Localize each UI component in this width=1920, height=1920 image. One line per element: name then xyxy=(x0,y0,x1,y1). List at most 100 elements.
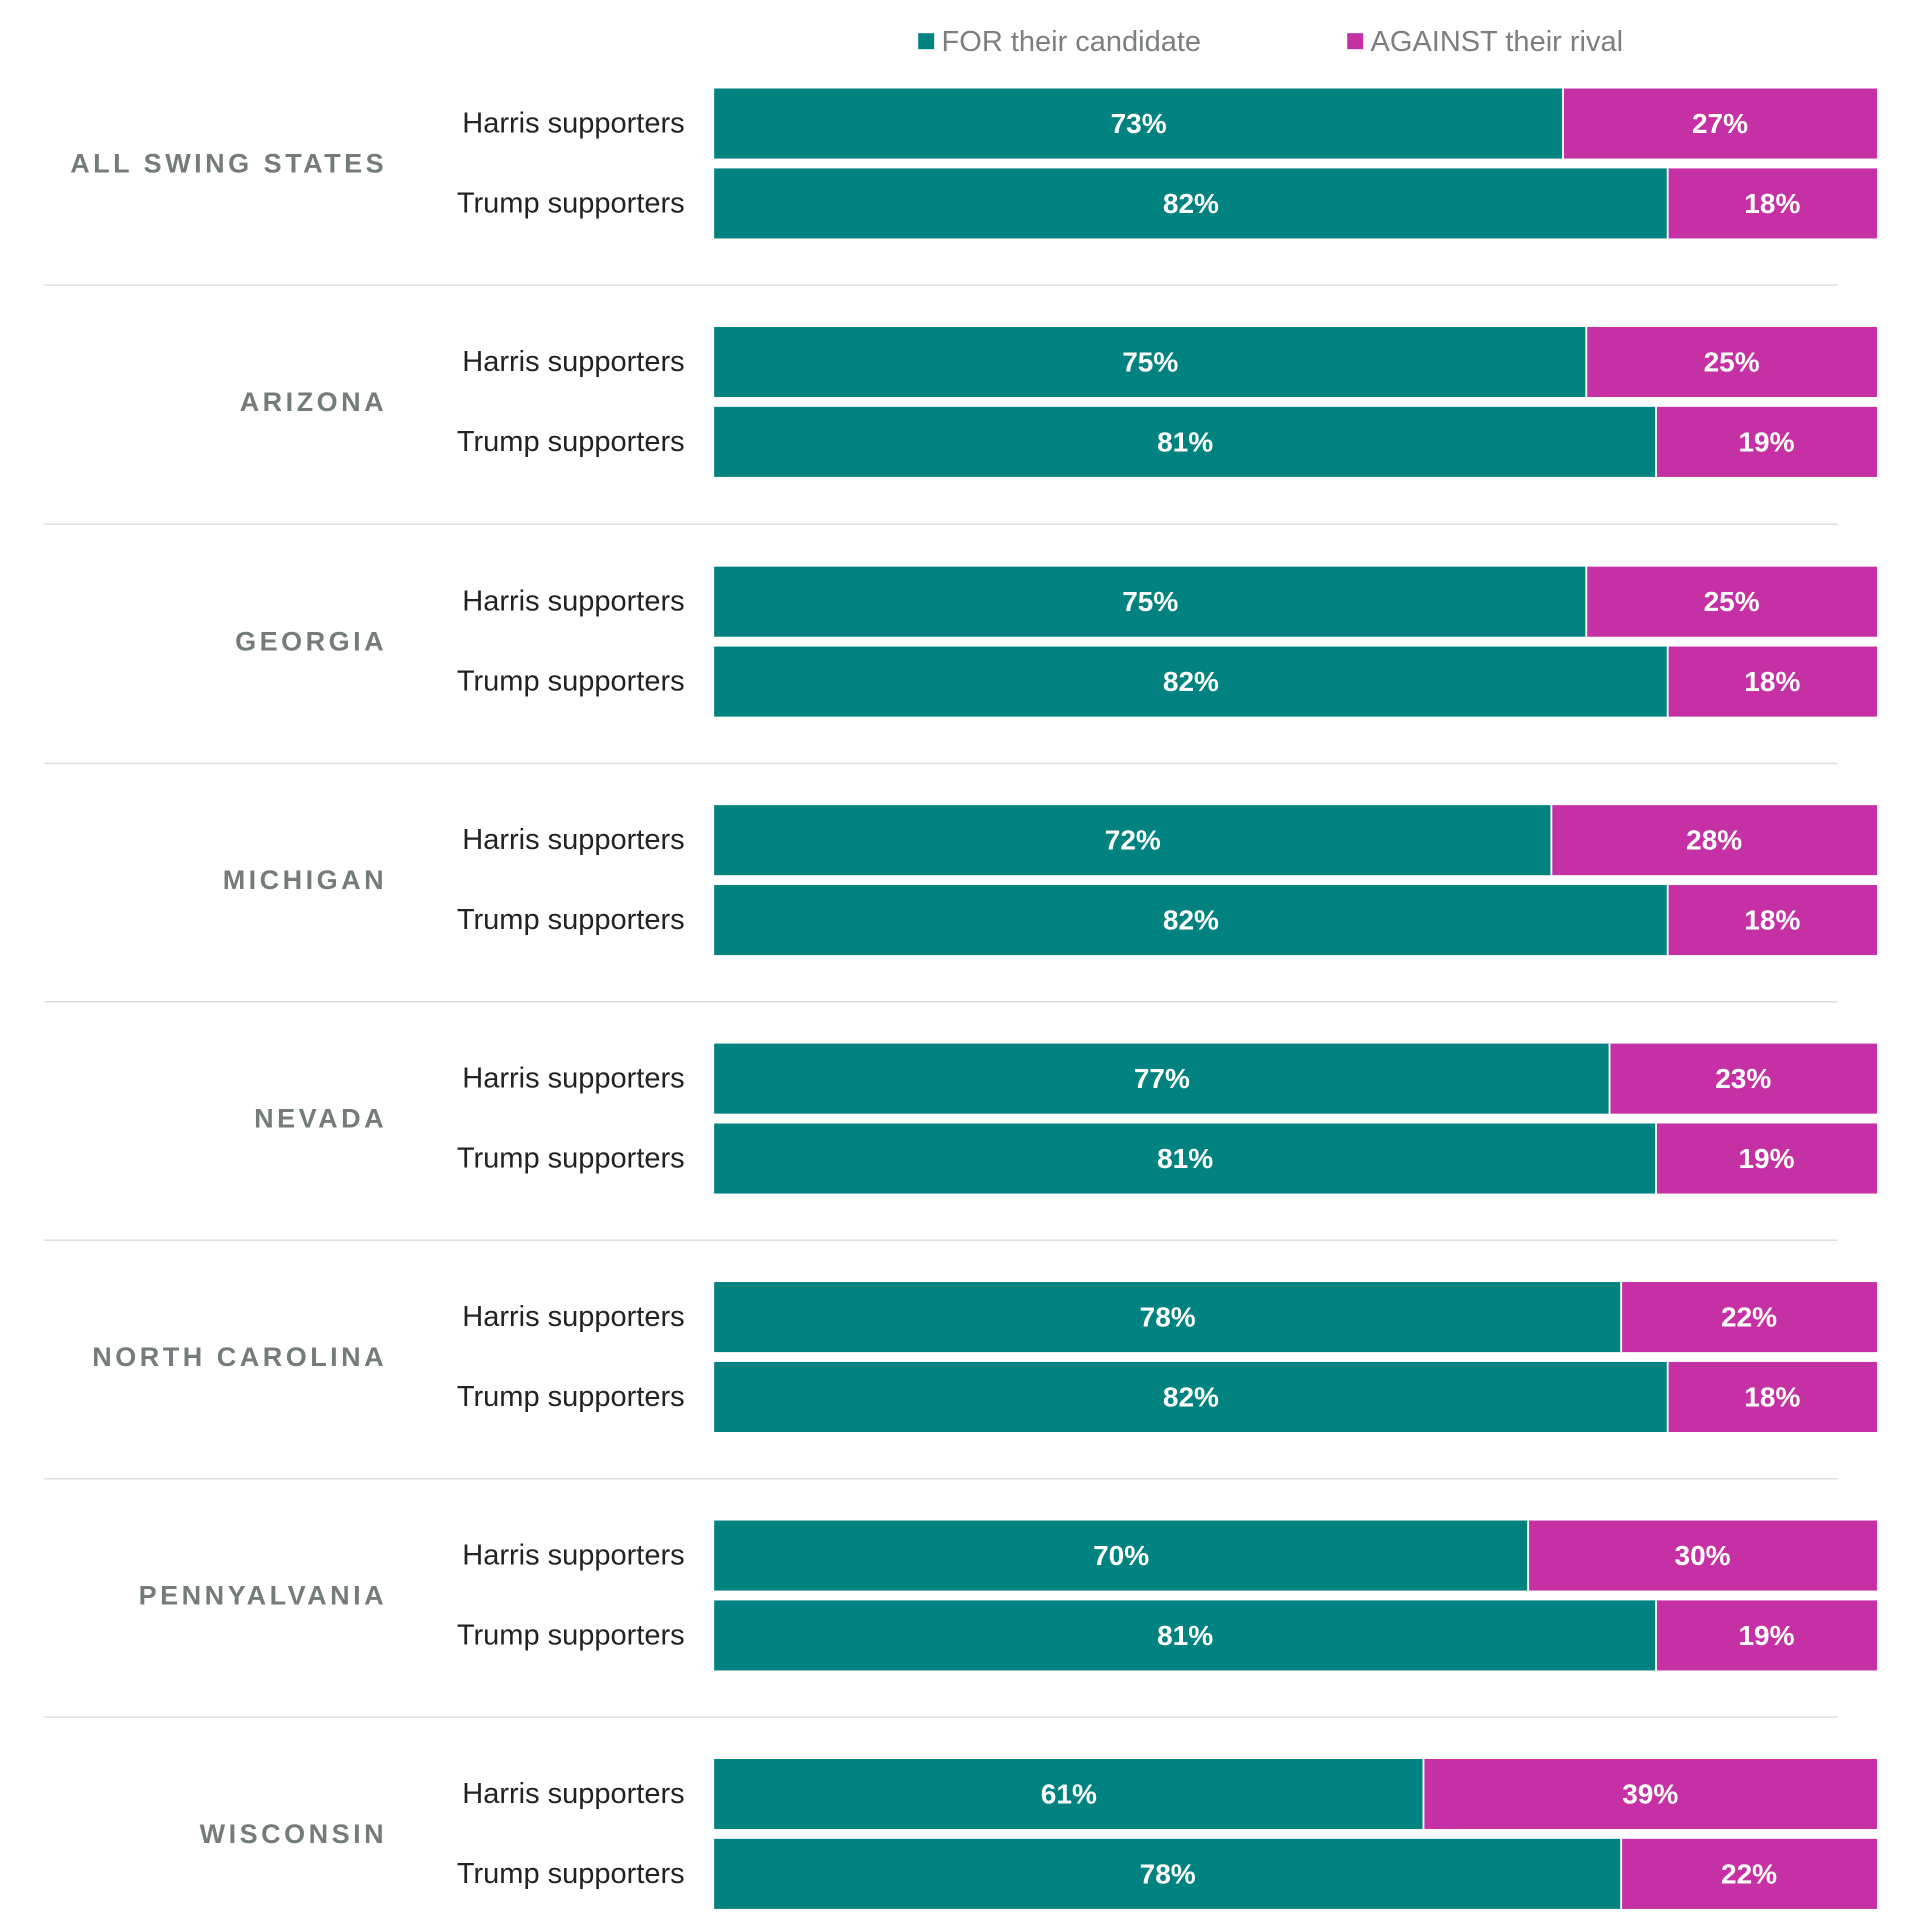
bar-segment-against xyxy=(1551,805,1877,876)
bar-row-trump-supporters: Trump supporters 82% 18% xyxy=(457,1361,1877,1433)
state-label: GEORGIA xyxy=(235,627,387,657)
data-label-against: 18% xyxy=(1744,1381,1800,1412)
bar-row-harris-supporters: Harris supporters 75% 25% xyxy=(462,566,1877,637)
bar-segment-for xyxy=(714,88,1564,159)
bar-segment-against xyxy=(1656,1600,1877,1671)
data-label-for: 82% xyxy=(1163,188,1219,219)
group-wisconsin: WISCONSIN Harris supporters 61% 39% Trump su… xyxy=(44,1716,1877,1909)
bar-row-trump-supporters: Trump supporters 81% 19% xyxy=(457,406,1877,477)
data-label-for: 82% xyxy=(1163,1381,1219,1412)
bar-row-harris-supporters: Harris supporters 72% 28% xyxy=(462,805,1877,876)
row-label: Harris supporters xyxy=(462,346,684,378)
bar-row-trump-supporters: Trump supporters 81% 19% xyxy=(457,1600,1877,1671)
data-label-against: 23% xyxy=(1715,1063,1771,1094)
bar-row-trump-supporters: Trump supporters 82% 18% xyxy=(457,646,1877,717)
group-all-swing-states: ALL SWING STATES Harris supporters 73% 27% T… xyxy=(70,88,1877,239)
bar-segment-against xyxy=(1609,1043,1877,1114)
bar-segment-against xyxy=(1667,885,1877,956)
bar-segment-for xyxy=(714,1838,1622,1909)
group-north-carolina: NORTH CAROLINA Harris supporters 78% 22% Tru… xyxy=(44,1239,1877,1433)
data-label-for: 81% xyxy=(1157,1620,1213,1651)
bar-segment-against xyxy=(1563,88,1877,159)
bar-row-harris-supporters: Harris supporters 75% 25% xyxy=(462,326,1877,398)
data-label-against: 30% xyxy=(1675,1540,1731,1571)
data-label-for: 75% xyxy=(1122,586,1178,617)
bar-segment-against xyxy=(1656,1123,1877,1194)
data-label-for: 78% xyxy=(1140,1858,1196,1889)
bar-segment-for xyxy=(714,1600,1657,1671)
group-nevada: NEVADA Harris supporters 77% 23% Trump suppo… xyxy=(44,1001,1877,1194)
row-label: Trump supporters xyxy=(457,1143,685,1175)
bar-segment-against xyxy=(1528,1520,1877,1591)
bar-segment-for xyxy=(714,1123,1657,1194)
row-label: Harris supporters xyxy=(462,108,684,140)
bar-segment-for xyxy=(714,406,1657,477)
bar-segment-for xyxy=(714,566,1587,637)
bar-segment-against xyxy=(1667,168,1877,239)
group-georgia: GEORGIA Harris supporters 75% 25% Trump supp… xyxy=(44,523,1877,717)
state-label: NEVADA xyxy=(254,1104,387,1134)
legend-label-for: FOR their candidate xyxy=(942,26,1202,58)
data-label-for: 75% xyxy=(1122,346,1178,377)
state-label: ARIZONA xyxy=(240,387,388,417)
row-label: Trump supporters xyxy=(457,426,685,458)
bar-segment-against xyxy=(1621,1282,1877,1353)
bar-segment-for xyxy=(714,1361,1668,1433)
data-label-against: 19% xyxy=(1738,1143,1794,1174)
data-label-against: 19% xyxy=(1738,426,1794,457)
group-pennyalvania: PENNYALVANIA Harris supporters 70% 30% Trump… xyxy=(44,1477,1877,1671)
data-label-for: 72% xyxy=(1105,825,1161,856)
data-label-for: 73% xyxy=(1111,108,1167,139)
data-label-for: 81% xyxy=(1157,1143,1213,1174)
row-label: Trump supporters xyxy=(457,187,685,219)
state-label: ALL SWING STATES xyxy=(70,148,387,178)
data-label-for: 82% xyxy=(1163,666,1219,697)
data-label-against: 22% xyxy=(1721,1302,1777,1333)
group-michigan: MICHIGAN Harris supporters 72% 28% Trump sup… xyxy=(44,762,1877,956)
row-label: Harris supporters xyxy=(462,1778,684,1810)
bar-row-trump-supporters: Trump supporters 78% 22% xyxy=(457,1838,1877,1909)
data-label-against: 18% xyxy=(1744,188,1800,219)
data-label-against: 27% xyxy=(1692,108,1748,139)
data-label-against: 19% xyxy=(1738,1620,1794,1651)
bar-row-trump-supporters: Trump supporters 82% 18% xyxy=(457,885,1877,956)
row-label: Trump supporters xyxy=(457,1619,685,1651)
row-label: Harris supporters xyxy=(462,1301,684,1333)
bar-segment-against xyxy=(1586,326,1877,398)
legend-swatch-for xyxy=(918,33,935,50)
data-label-for: 70% xyxy=(1093,1540,1149,1571)
state-label: NORTH CAROLINA xyxy=(92,1342,387,1372)
bar-segment-for xyxy=(714,1758,1424,1830)
row-label: Harris supporters xyxy=(462,1540,684,1572)
bar-segment-for xyxy=(714,885,1668,956)
data-label-against: 18% xyxy=(1744,666,1800,697)
bar-segment-for xyxy=(714,168,1668,239)
bar-segment-against xyxy=(1423,1758,1877,1830)
bar-segment-for xyxy=(714,805,1552,876)
data-label-against: 28% xyxy=(1686,825,1742,856)
bar-row-harris-supporters: Harris supporters 78% 22% xyxy=(462,1282,1877,1353)
bar-row-harris-supporters: Harris supporters 73% 27% xyxy=(462,88,1877,159)
data-label-against: 25% xyxy=(1704,346,1760,377)
bar-segment-against xyxy=(1667,1361,1877,1433)
row-label: Trump supporters xyxy=(457,1381,685,1413)
data-label-against: 39% xyxy=(1622,1779,1678,1810)
row-label: Harris supporters xyxy=(462,586,684,618)
row-label: Trump supporters xyxy=(457,1858,685,1890)
row-label: Trump supporters xyxy=(457,904,685,936)
data-label-for: 81% xyxy=(1157,426,1213,457)
bar-row-harris-supporters: Harris supporters 77% 23% xyxy=(462,1043,1877,1114)
data-label-for: 78% xyxy=(1140,1302,1196,1333)
row-label: Harris supporters xyxy=(462,824,684,856)
data-label-for: 77% xyxy=(1134,1063,1190,1094)
bar-segment-against xyxy=(1667,646,1877,717)
bar-segment-for xyxy=(714,1520,1529,1591)
bar-segment-against xyxy=(1586,566,1877,637)
group-arizona: ARIZONA Harris supporters 75% 25% Trump supp… xyxy=(44,284,1877,477)
bar-segment-for xyxy=(714,646,1668,717)
data-label-against: 18% xyxy=(1744,905,1800,936)
bar-row-harris-supporters: Harris supporters 70% 30% xyxy=(462,1520,1877,1591)
data-label-against: 25% xyxy=(1704,586,1760,617)
bar-segment-for xyxy=(714,1043,1610,1114)
